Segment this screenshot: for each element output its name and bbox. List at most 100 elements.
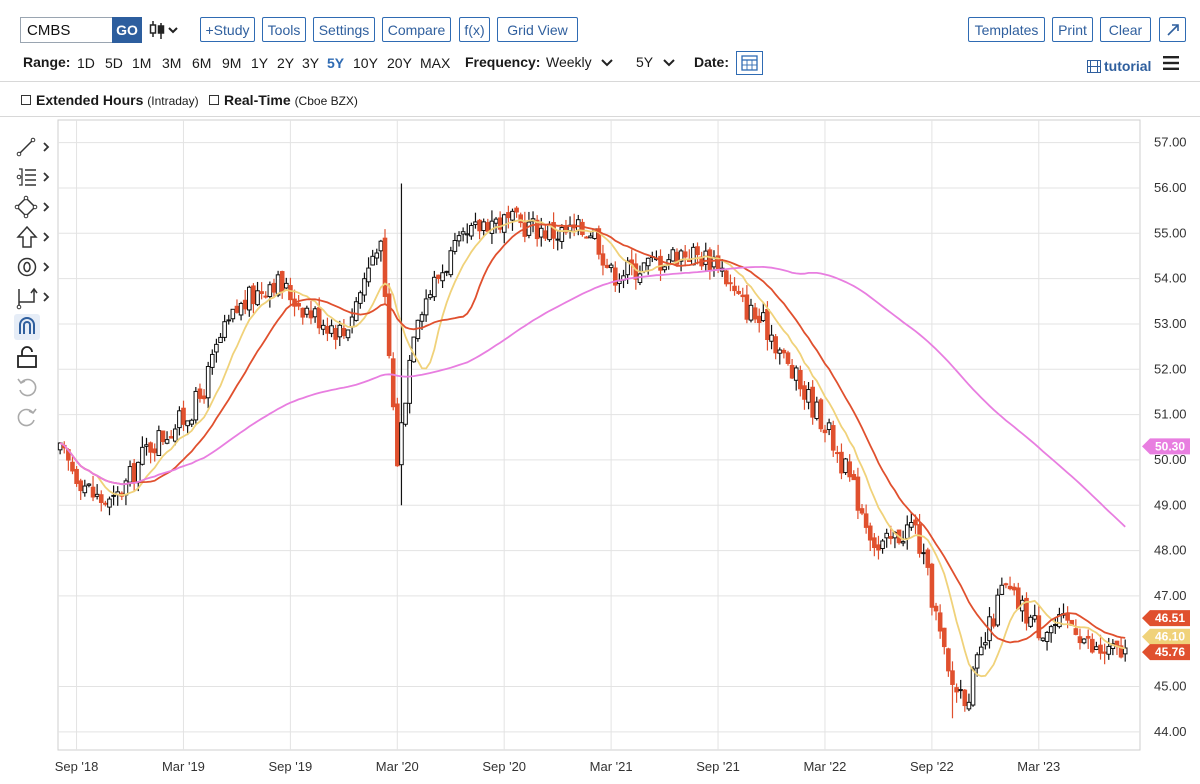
grid-view-button[interactable]: Grid View — [497, 17, 578, 42]
range-3m[interactable]: 3M — [162, 55, 182, 71]
candle-body — [349, 316, 355, 328]
candle-body — [456, 235, 462, 242]
candle-body — [839, 451, 844, 474]
candle-body — [1024, 597, 1029, 624]
hamburger-menu-icon[interactable] — [1163, 56, 1179, 70]
range-5y[interactable]: 5Y — [327, 55, 345, 71]
candle-body — [374, 252, 380, 259]
candle-body — [238, 302, 244, 316]
settings-button[interactable]: Settings — [313, 17, 375, 42]
range-10y[interactable]: 10Y — [353, 55, 378, 71]
list-tool-icon[interactable] — [14, 164, 54, 190]
x-tick-label: Sep '20 — [482, 759, 526, 774]
candle-body — [242, 299, 248, 310]
range-6m[interactable]: 6M — [192, 55, 212, 71]
candle-body — [246, 286, 252, 311]
arrow-tool-icon[interactable] — [14, 224, 54, 250]
candle-body — [1011, 586, 1017, 591]
symbol-input[interactable] — [20, 17, 112, 43]
candle-body — [279, 271, 285, 292]
undo-icon[interactable] — [14, 374, 54, 400]
function-button[interactable]: f(x) — [459, 17, 490, 42]
range-label: Range: — [23, 54, 71, 70]
candle-body — [847, 461, 852, 478]
measure-tool-icon[interactable] — [14, 284, 54, 310]
candle-body — [781, 349, 787, 354]
range-1y[interactable]: 1Y — [251, 55, 269, 71]
range-3y[interactable]: 3Y — [302, 55, 320, 71]
candle-body — [275, 274, 281, 296]
range-max[interactable]: MAX — [420, 55, 451, 71]
clear-button[interactable]: Clear — [1100, 17, 1151, 42]
templates-button[interactable]: Templates — [968, 17, 1045, 42]
x-tick-label: Mar '23 — [1017, 759, 1060, 774]
candle-body — [900, 541, 906, 544]
candle-body — [1081, 638, 1087, 644]
candle-body — [641, 262, 647, 272]
go-button[interactable]: GO — [112, 17, 142, 43]
candle-body — [958, 689, 964, 692]
candle-body — [288, 285, 293, 301]
chart-toolbar: GO +Study Tools Settings Compare f(x) Gr… — [0, 0, 1200, 46]
lock-icon[interactable] — [14, 344, 54, 370]
candle-body — [135, 461, 141, 484]
candle-body — [543, 230, 548, 239]
candle-body — [333, 328, 338, 340]
price-chart[interactable]: 44.00 45.00 47.00 48.00 49.00 50.00 51.00 52.00… — [0, 117, 1200, 784]
candle-body — [691, 246, 696, 266]
shape-tool-icon[interactable] — [14, 194, 54, 220]
tutorial-link[interactable]: tutorial — [1104, 58, 1152, 74]
range-9m[interactable]: 9M — [222, 55, 242, 71]
candle-body — [140, 446, 145, 465]
candle-body — [793, 367, 799, 381]
magnet-icon[interactable] — [14, 314, 54, 340]
range-1m[interactable]: 1M — [132, 55, 152, 71]
range-1d[interactable]: 1D — [77, 55, 95, 71]
candle-body — [432, 276, 437, 298]
line-tool-icon[interactable] — [14, 134, 54, 160]
last-value-label: 50.30 — [1155, 439, 1185, 453]
redo-icon[interactable] — [14, 404, 54, 430]
expand-button[interactable] — [1159, 17, 1186, 42]
frequency-select[interactable]: Weekly — [546, 54, 592, 70]
print-button[interactable]: Print — [1052, 17, 1093, 42]
candlestick-type-icon[interactable] — [149, 18, 183, 42]
range-2y[interactable]: 2Y — [277, 55, 295, 71]
real-time-checkbox[interactable] — [209, 95, 219, 105]
chevron-down-icon[interactable] — [662, 57, 676, 69]
candle-body — [251, 285, 256, 305]
frequency-label: Frequency: — [465, 54, 541, 70]
tools-button[interactable]: Tools — [262, 17, 306, 42]
range-20y[interactable]: 20Y — [387, 55, 412, 71]
chevron-down-icon[interactable] — [600, 57, 614, 69]
candle-body — [407, 359, 412, 404]
y-tick-label: 47.00 — [1154, 588, 1187, 603]
candle-body — [312, 308, 318, 318]
candle-body — [534, 219, 540, 240]
annotation-tool-icon[interactable] — [14, 254, 54, 280]
candle-body — [1089, 638, 1095, 653]
extended-hours-checkbox[interactable] — [21, 95, 31, 105]
candle-body — [493, 218, 499, 224]
divider — [0, 81, 1200, 82]
candle-body — [538, 227, 544, 238]
candle-body — [884, 532, 889, 539]
film-icon — [1087, 60, 1101, 73]
moving-average-line — [59, 265, 1126, 528]
candle-body — [411, 336, 417, 363]
y-tick-label: 45.00 — [1154, 679, 1187, 694]
x-tick-label: Mar '20 — [376, 759, 419, 774]
candle-body — [596, 228, 602, 255]
study-button[interactable]: +Study — [200, 17, 255, 42]
candle-body — [395, 403, 400, 467]
period-select[interactable]: 5Y — [636, 54, 654, 70]
candle-body — [909, 521, 914, 528]
candle-body — [604, 264, 610, 268]
calendar-icon[interactable] — [736, 51, 763, 75]
range-5d[interactable]: 5D — [105, 55, 123, 71]
candle-body — [86, 483, 92, 486]
candle-body — [197, 388, 203, 399]
candle-body — [518, 214, 524, 224]
compare-button[interactable]: Compare — [382, 17, 451, 42]
candle-body — [156, 430, 162, 456]
